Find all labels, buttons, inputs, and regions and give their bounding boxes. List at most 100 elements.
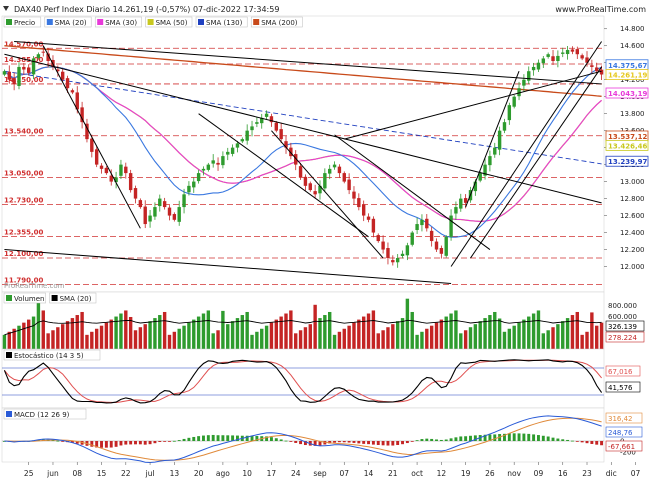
y-tick-label: 12.000 <box>620 263 645 271</box>
volume-bar <box>580 334 584 349</box>
candle-body <box>488 156 492 166</box>
candle-body <box>216 162 220 165</box>
trendline <box>14 40 602 85</box>
volume-bar <box>269 322 274 349</box>
candle-body <box>415 224 419 231</box>
macd-histogram-bar <box>367 441 370 445</box>
x-tick-label: 19 <box>461 469 471 478</box>
candle-body <box>138 200 143 208</box>
candle-body <box>201 168 206 171</box>
x-tick-label: 22 <box>121 469 131 478</box>
candle-body <box>80 107 84 123</box>
macd-histogram-bar <box>527 433 531 441</box>
macd-histogram-bar <box>391 441 395 446</box>
legend-chip <box>250 16 303 28</box>
legend-label: MACD (12 26 9) <box>14 411 70 419</box>
candle-body <box>449 215 453 237</box>
macd-histogram-bar <box>206 435 210 441</box>
stochastic-k-line <box>3 359 603 404</box>
macd-histogram-bar <box>488 434 492 441</box>
candle-body <box>70 90 75 93</box>
legend-chip <box>3 292 46 304</box>
candle-body <box>36 54 41 58</box>
volume-bar <box>478 321 482 349</box>
candle-body <box>255 122 259 124</box>
value-tag <box>605 139 649 151</box>
caret-down-icon[interactable] <box>3 6 9 11</box>
macd-histogram-bar <box>435 439 438 441</box>
legend-swatch <box>6 352 12 358</box>
macd-histogram-bar <box>541 435 545 441</box>
macd-histogram-bar <box>168 441 171 442</box>
volume-panel: 800.000 600.000 Volumen SMA (20) 326.139 278.… <box>1 291 645 350</box>
candle-body <box>172 214 177 220</box>
legend-label: SMA (20) <box>55 19 87 27</box>
macd-histogram-bar <box>100 441 103 448</box>
trendline <box>4 53 602 204</box>
legend-chip <box>3 408 87 420</box>
candle-body <box>119 164 123 176</box>
candle-body <box>536 62 541 70</box>
legend-swatch <box>6 19 12 25</box>
volume-bar <box>22 322 26 349</box>
volume-bar <box>599 322 604 349</box>
trendline <box>334 134 491 250</box>
macd-histogram-bar <box>245 435 249 441</box>
level-label: 12.730,00 <box>4 197 44 205</box>
macd-histogram-bar <box>255 435 259 441</box>
macd-histogram-bar <box>163 441 167 442</box>
volume-bar <box>454 310 458 349</box>
macd-histogram-bar <box>197 436 201 441</box>
value-tag <box>605 320 645 332</box>
value-tag <box>605 69 649 80</box>
macd-histogram-bar <box>517 433 521 441</box>
volume-bar <box>143 324 147 349</box>
candle-body <box>235 143 240 148</box>
x-tick-label: jun <box>46 469 59 478</box>
value-tag-label: 13.537,12 <box>608 133 648 141</box>
volume-bar <box>206 310 211 349</box>
candle-body <box>143 206 147 225</box>
volume-bar <box>133 330 138 349</box>
candle-body <box>439 248 444 254</box>
y-tick-label: 12.200 <box>620 246 645 254</box>
volume-bar <box>80 311 84 349</box>
candle-body <box>41 51 45 53</box>
candle-body <box>264 113 269 117</box>
candle-body <box>240 139 245 142</box>
value-tag-label: 14.043,19 <box>608 90 648 98</box>
macd-histogram-bar <box>464 436 468 441</box>
value-tag-label: 14.261,19 <box>608 71 648 79</box>
candle-body <box>226 151 230 155</box>
macd-histogram-bar <box>575 441 579 442</box>
macd-histogram-bar <box>61 441 65 442</box>
candle-body <box>473 181 478 192</box>
macd-histogram-bar <box>143 441 147 445</box>
macd-histogram-bar <box>507 433 511 441</box>
price-panel: 14.570,00 14.385,00 14.150,00 13.540,00 13.0… <box>1 15 649 293</box>
candle-body <box>527 71 531 81</box>
candle-body <box>158 198 162 207</box>
macd-histogram-bar <box>585 441 589 444</box>
macd-histogram-bar <box>410 441 414 442</box>
candle-body <box>221 156 225 166</box>
candle-body <box>279 129 283 140</box>
legend-swatch <box>198 19 204 25</box>
candle-body <box>493 147 497 155</box>
candle-body <box>376 235 380 242</box>
volume-bar <box>551 327 555 349</box>
x-tick-label: 16 <box>558 469 568 478</box>
legend-swatch <box>147 19 154 25</box>
legend-swatch <box>46 19 53 25</box>
value-tag-label: -67,661 <box>608 443 635 451</box>
volume-bar <box>463 330 468 349</box>
candle-body <box>211 160 215 164</box>
volume-bar <box>226 324 230 349</box>
volume-bar <box>264 325 269 349</box>
legend-label: SMA (200) <box>261 19 298 27</box>
candle-body <box>90 138 94 152</box>
site-url[interactable]: www.ProRealTime.com <box>555 5 646 14</box>
x-tick-label: sep <box>313 469 327 478</box>
candle-body <box>332 164 337 168</box>
volume-bar <box>289 310 293 349</box>
